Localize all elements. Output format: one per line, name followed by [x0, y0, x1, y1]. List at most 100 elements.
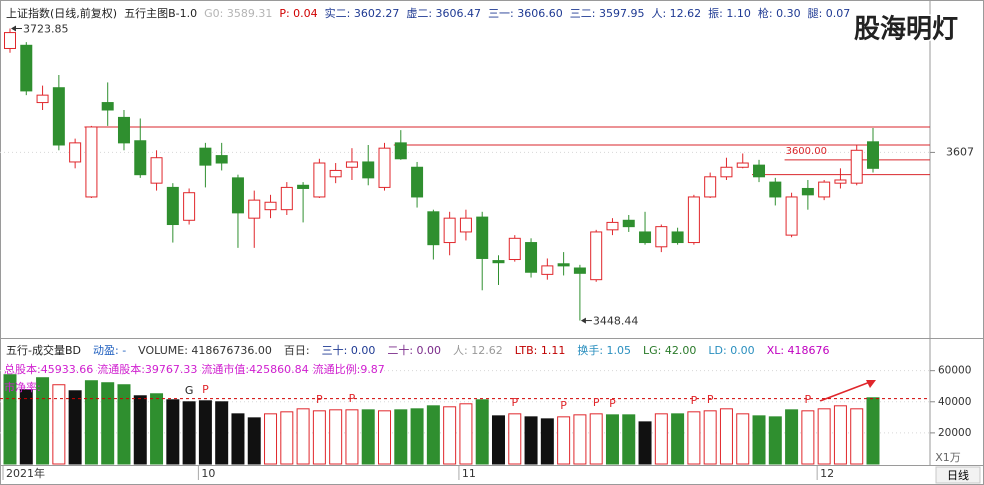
volume-bar: [52, 384, 66, 465]
signal-marker: P: [593, 396, 600, 409]
candle-body: [4, 32, 16, 49]
signal-marker: P: [316, 393, 323, 406]
volume-bar: [638, 421, 652, 465]
volume-bar: [394, 409, 408, 465]
signal-marker: P: [805, 393, 812, 406]
volume-bar: [605, 414, 619, 465]
header-item: 动盈: -: [93, 344, 127, 357]
candle-body: [655, 226, 668, 248]
volume-bar: [671, 413, 685, 465]
header-item: 振: 1.10: [708, 7, 751, 20]
volume-bar: [443, 406, 457, 465]
period-label: 日线: [947, 468, 969, 482]
volume-bar: [817, 408, 831, 465]
volume-bar: [866, 397, 880, 465]
x-tick-label: 12: [820, 467, 834, 480]
candle-body: [264, 201, 277, 211]
volume-bar: [345, 409, 359, 465]
period-tab[interactable]: [935, 466, 981, 484]
candle-body: [704, 176, 717, 198]
volume-unit: X1万: [935, 451, 961, 464]
volume-bar: [312, 410, 326, 465]
candle-body: [801, 187, 814, 196]
header-item: LD: 0.00: [708, 343, 755, 357]
candle-body: [687, 196, 700, 244]
candle-body: [362, 161, 375, 179]
candle-body: [459, 217, 472, 233]
candle-body: [769, 181, 782, 198]
chart-title: 上证指数(日线,前复权): [6, 7, 118, 20]
volume-bar: [557, 416, 571, 465]
y-tick-label: 20000: [938, 427, 971, 439]
signal-marker: P: [707, 393, 714, 406]
candle-body: [20, 44, 33, 92]
x-tick-label: 10: [201, 467, 215, 480]
candle-body: [622, 219, 635, 228]
candle-body: [834, 179, 847, 184]
y-tick-label: 60000: [938, 365, 971, 377]
candle-body: [606, 221, 619, 231]
header-item: G0: 3589.31: [204, 6, 273, 20]
volume-bar: [264, 413, 278, 465]
level-label: 3600.00: [786, 146, 827, 157]
header-item: XL: 418676: [766, 343, 830, 357]
volume-bar: [589, 413, 603, 465]
header-item: 换手: 1.05: [577, 344, 632, 357]
annotation-arrow-head: [580, 317, 586, 324]
candle-body: [492, 260, 505, 264]
volume-bar: [19, 389, 33, 465]
header-item: LG: 42.00: [643, 343, 697, 357]
volume-bar: [768, 416, 782, 465]
candle-body: [69, 142, 82, 163]
volume-bar: [84, 380, 98, 465]
candle-body: [427, 211, 440, 246]
volume-bar: [361, 409, 375, 465]
candle-body: [134, 140, 147, 176]
volume-bar: [231, 413, 245, 465]
candle-body: [85, 126, 98, 198]
candle-body: [850, 149, 863, 184]
volume-bar: [133, 395, 147, 465]
candle-body: [280, 186, 293, 211]
candle-body: [411, 166, 424, 198]
candle-body: [231, 177, 244, 214]
candle-body: [199, 147, 212, 166]
volume-header: 五行-成交量BD 动盈: - VOLUME: 418676736.00 百日: 三十:…: [6, 342, 830, 358]
volume-bar: [703, 410, 717, 465]
signal-marker: P: [511, 396, 518, 409]
candle-body: [52, 87, 65, 146]
header-item: 百日:: [283, 344, 310, 357]
volume-bar: [785, 409, 799, 465]
volume-bar: [150, 393, 164, 465]
signal-marker: P: [691, 394, 698, 407]
candle-body: [297, 184, 310, 189]
candle-body: [329, 169, 342, 178]
volume-bar: [426, 405, 440, 465]
volume-bar: [736, 413, 750, 465]
volume-bar: [247, 417, 261, 465]
signal-marker: P: [202, 383, 209, 396]
volume-bar: [296, 408, 310, 465]
candle-body: [101, 102, 114, 111]
price-header: 上证指数(日线,前复权) 五行主图B-1.0 G0: 3589.31 P: 0.0…: [6, 5, 850, 21]
info-item: 流通股本:39767.33: [97, 363, 198, 376]
volume-title: 五行-成交量BD: [6, 344, 81, 357]
candle-body: [150, 157, 163, 184]
stock-info: 总股本:45933.66 流通股本:39767.33 流通市值:425860.84 流…: [4, 361, 424, 395]
header-item: 人: 12.62: [651, 7, 702, 20]
header-item: 虚二: 3606.47: [406, 7, 482, 20]
volume-bar: [280, 411, 294, 465]
candle-body: [345, 161, 358, 168]
annotation-label: 3723.85: [23, 22, 69, 35]
info-item: 流通比例:9.87: [312, 363, 385, 376]
volume-bar: [3, 374, 17, 465]
candle-body: [818, 181, 831, 198]
header-item: 二十: 0.00: [387, 344, 442, 357]
volume-bar: [459, 403, 473, 465]
volume-bar: [475, 399, 489, 465]
volume-bar: [198, 400, 212, 465]
info-item: 市净率:: [4, 381, 41, 394]
candle-body: [183, 192, 196, 221]
candle-body: [671, 231, 684, 244]
volume-bar: [36, 377, 50, 465]
